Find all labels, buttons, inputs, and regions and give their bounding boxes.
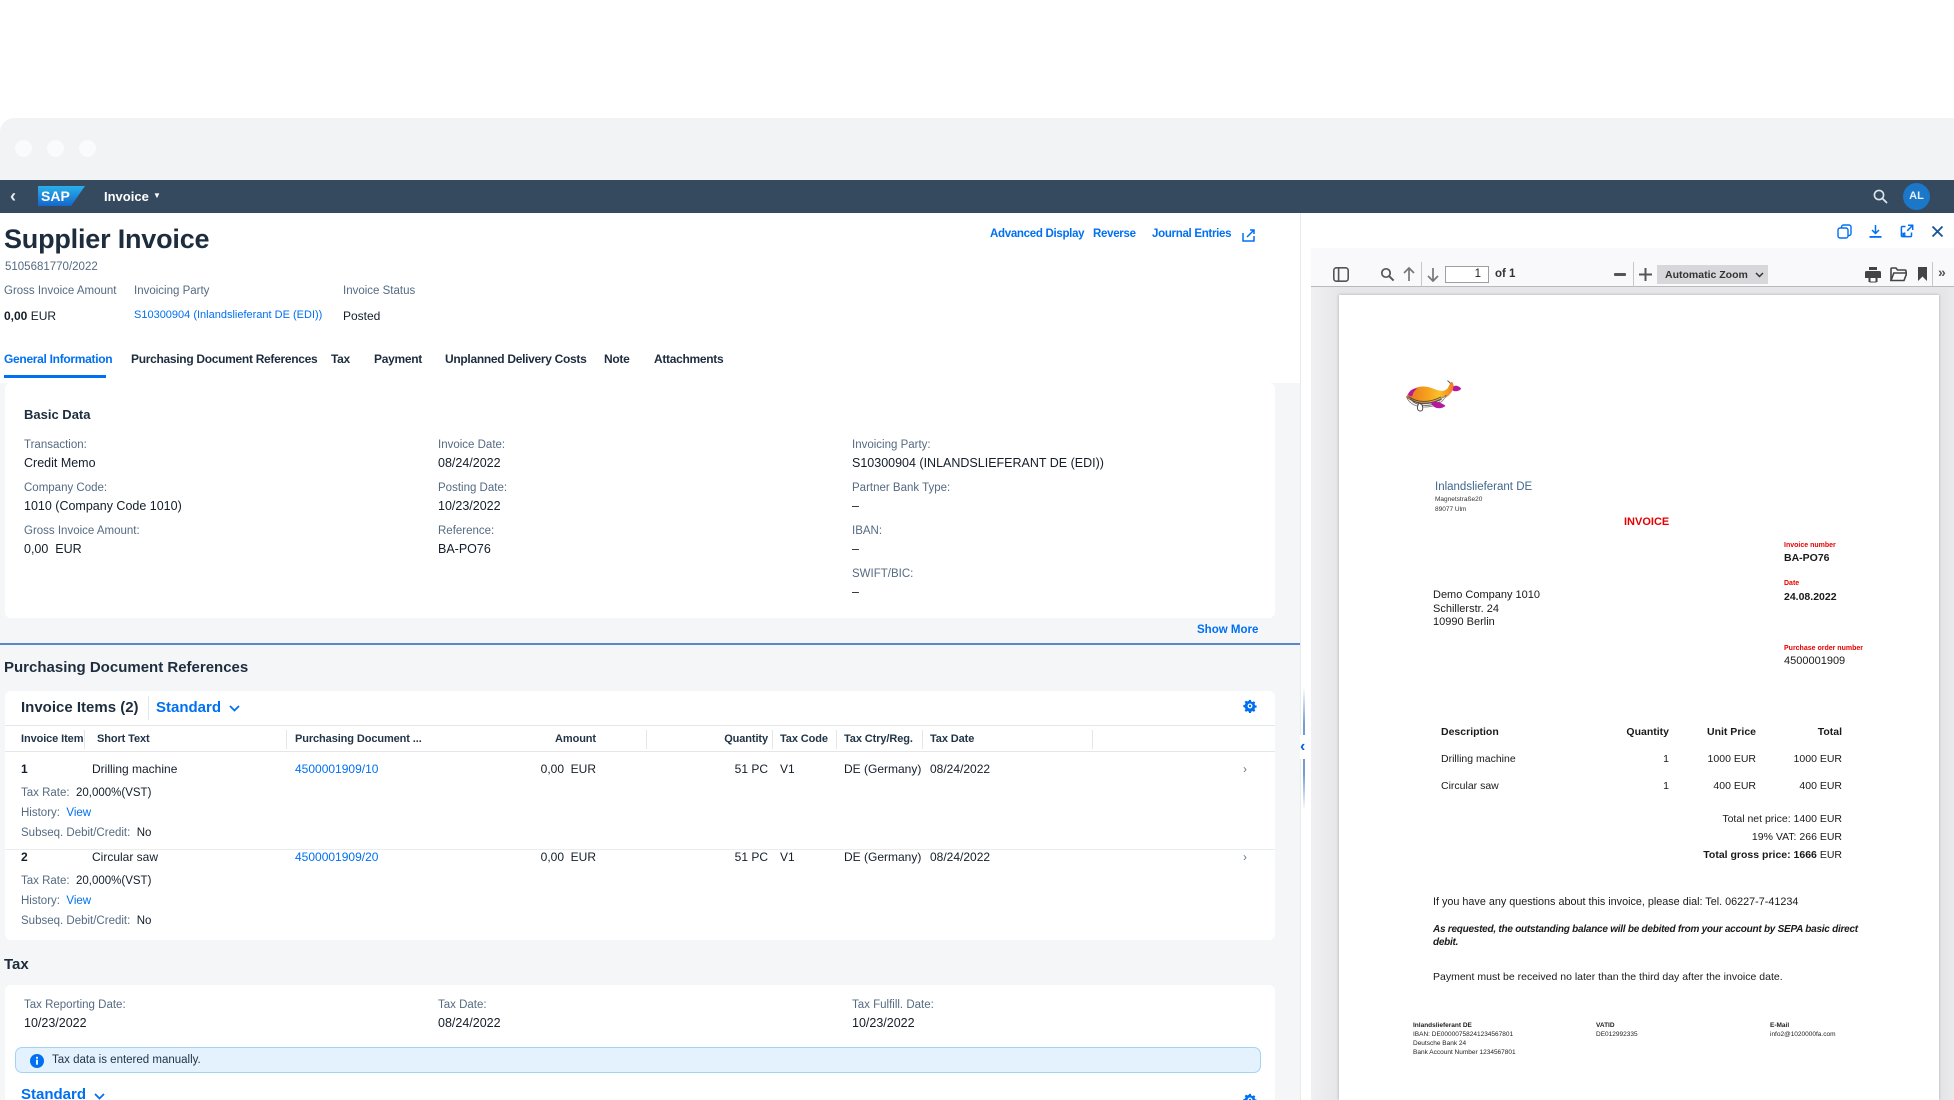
svg-text:SAP: SAP <box>41 188 70 204</box>
